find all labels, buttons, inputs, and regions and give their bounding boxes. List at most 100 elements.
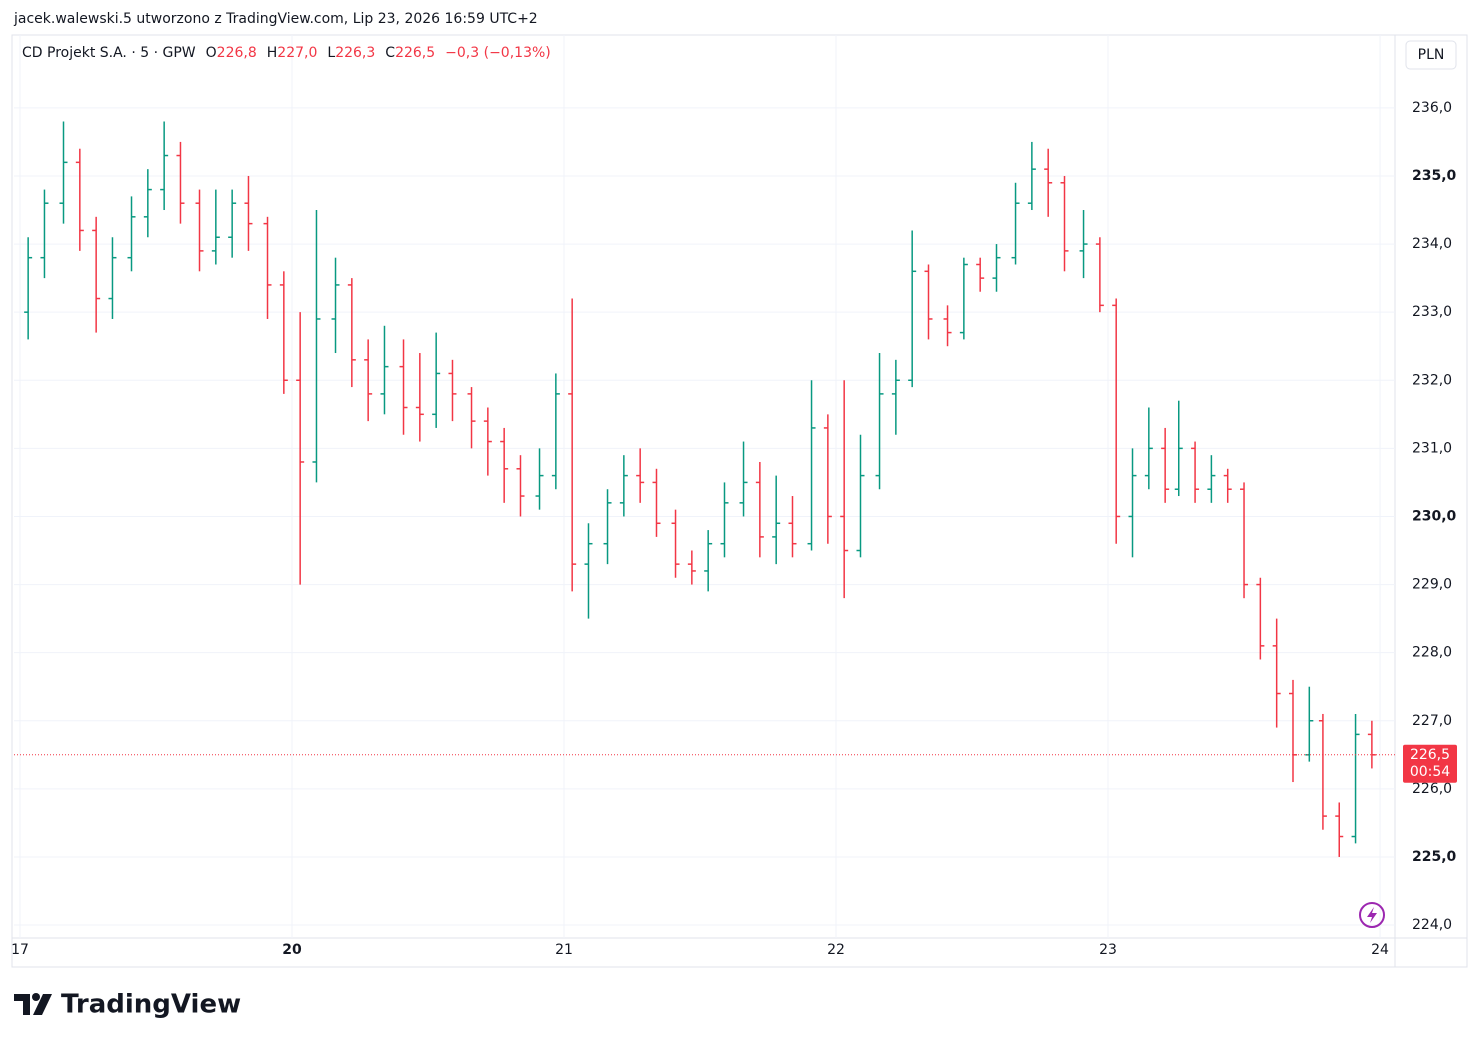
ohlc-bar	[943, 305, 952, 347]
ohlc-bar	[755, 461, 764, 558]
y-tick-label: 236,0	[1412, 100, 1452, 116]
ohlc-bar	[448, 359, 457, 422]
ohlc-bar	[840, 380, 849, 599]
ohlc-bar	[279, 271, 288, 394]
ohlc-bar	[908, 230, 917, 388]
ohlc-bar	[856, 434, 865, 558]
ohlc-bar	[992, 244, 1001, 292]
logo-shape	[33, 994, 52, 1015]
ohlc-bar	[720, 482, 729, 558]
ohlc-bar	[500, 427, 509, 503]
ohlc-bar	[772, 475, 781, 565]
ohlc-bar	[399, 339, 408, 435]
ohlc-bar	[807, 380, 816, 551]
ohlc-bar	[584, 523, 593, 619]
ohlc-bar	[924, 264, 933, 340]
ohlc-bar	[1207, 455, 1216, 503]
ohlc-bar	[92, 216, 101, 333]
ohlc-bar	[40, 189, 49, 279]
ohlc-bar	[739, 441, 748, 517]
ohlc-bar	[244, 175, 253, 251]
y-tick-label: 233,0	[1412, 304, 1452, 320]
brand-logo: TradingView	[14, 990, 241, 1020]
ohlc-bar	[1318, 713, 1327, 830]
ohlc-bar	[603, 489, 612, 565]
ohlc-bar	[143, 169, 152, 238]
ohlc-bar	[687, 550, 696, 585]
ohlc-bar	[704, 530, 713, 592]
y-tick-label: 231,0	[1412, 440, 1452, 456]
x-tick-label: 24	[1371, 942, 1389, 958]
symbol-title: CD Projekt S.A. · 5 · GPW	[22, 45, 196, 61]
ohlc-bar	[1191, 441, 1200, 503]
header-value: 227,0	[277, 45, 318, 61]
ohlc-bar	[331, 257, 340, 354]
ohlc-bar	[432, 332, 441, 428]
ohlc-bar	[1240, 482, 1249, 599]
y-tick-label: 230,0	[1412, 508, 1457, 524]
header-key: H	[266, 45, 278, 61]
x-tick-label: 17	[11, 942, 29, 958]
brand: TradingView	[61, 990, 241, 1020]
header-value: 226,3	[335, 45, 376, 61]
ohlc-bar	[1128, 448, 1137, 558]
ohlc-bar	[1223, 468, 1232, 503]
ohlc-bar	[1161, 427, 1170, 503]
y-tick-label: 234,0	[1412, 236, 1452, 252]
ohlc-bar	[788, 496, 797, 558]
ohlc-bar	[176, 141, 185, 224]
ohlc-bar	[380, 325, 389, 415]
currency-box[interactable]	[1405, 40, 1457, 70]
header-key: C	[385, 45, 396, 61]
ohlc-bar	[959, 257, 968, 340]
attribution: jacek.walewski.5 utworzono z TradingView…	[13, 11, 538, 27]
ohlc-bar	[551, 373, 560, 490]
ohlc-bar	[516, 455, 525, 517]
ohlc-bar	[24, 237, 33, 340]
ohlc-bar	[1351, 713, 1360, 844]
y-tick-label: 235,0	[1412, 168, 1457, 184]
y-tick-label: 226,0	[1412, 781, 1452, 797]
ohlc-bar	[160, 121, 169, 211]
ohlc-bar	[1305, 686, 1314, 762]
x-tick-label: 21	[555, 942, 573, 958]
ohlc-bar	[1335, 802, 1344, 857]
grid	[14, 35, 1395, 938]
ohlc-bar	[1112, 298, 1121, 544]
ohlc-bar	[467, 387, 476, 449]
header-value: 226,8	[216, 45, 257, 61]
legend-header: CD Projekt S.A. · 5 · GPW O 226,8 H 227,0 L 22…	[22, 45, 561, 61]
countdown: 00:54	[1410, 764, 1450, 780]
ohlc-bar	[1288, 679, 1297, 783]
ohlc-bar	[1272, 618, 1281, 728]
ohlc-bar	[75, 148, 84, 251]
logo-dot	[32, 993, 40, 1001]
ohlc-bar	[1367, 720, 1376, 769]
header-key: L	[327, 45, 336, 61]
x-tick-label: 22	[827, 942, 845, 958]
currency[interactable]: PLN	[1418, 47, 1445, 63]
ohlc-bar	[1044, 148, 1053, 217]
ohlc-bar	[976, 257, 985, 292]
x-tick-label: 23	[1099, 942, 1117, 958]
last-price-box	[1403, 744, 1457, 783]
lightning-glyph	[1367, 907, 1377, 923]
ohlc-bar	[1144, 407, 1153, 490]
ohlc-bar	[347, 278, 356, 388]
ohlc-bar	[228, 189, 237, 258]
ohlc-bar	[263, 216, 272, 319]
last-price-label: 226,5	[1410, 747, 1450, 763]
y-tick-label: 224,0	[1412, 917, 1452, 933]
ohlc-bar	[619, 455, 628, 517]
ohlc-bar	[312, 210, 321, 483]
y-tick-label: 229,0	[1412, 577, 1452, 593]
header-value: 226,5	[395, 45, 436, 61]
lightning-icon[interactable]	[1359, 902, 1385, 928]
chart-frame	[11, 34, 1468, 968]
ohlc-bar	[364, 339, 373, 422]
ohlc-bar	[415, 353, 424, 442]
x-tick-label: 20	[282, 942, 302, 958]
y-tick-label: 227,0	[1412, 713, 1452, 729]
